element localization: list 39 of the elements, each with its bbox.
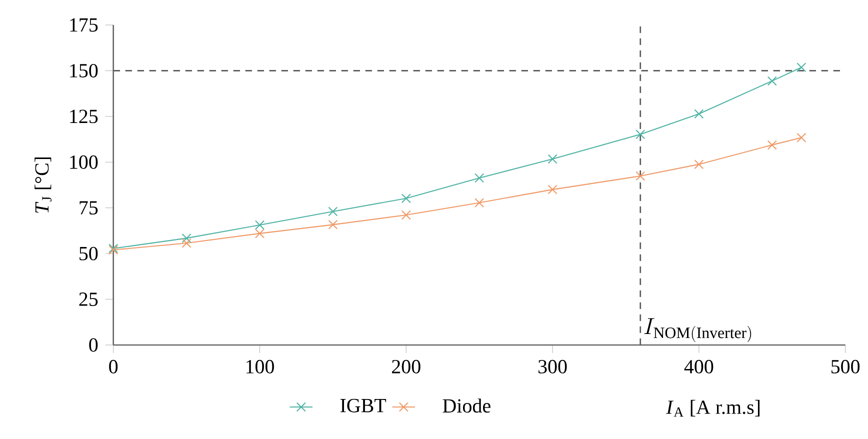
point [796, 62, 806, 72]
point [182, 238, 192, 248]
point [767, 76, 777, 86]
point [328, 220, 338, 230]
legend-label: IGBT [340, 398, 386, 412]
y-tick-label: 25 [79, 292, 98, 306]
point [254, 228, 265, 238]
x-tick-label: 100 [246, 360, 274, 374]
point [401, 194, 411, 204]
point [694, 160, 704, 170]
x-tick-label: 500 [831, 360, 860, 374]
y-tick-label: 125 [70, 110, 98, 124]
y-axis-title: T$_{J}$ [°C] [34, 157, 52, 213]
y-tick-label: 150 [70, 64, 98, 78]
x-axis-title: I$_{A}$ [A r.m.s] [666, 400, 760, 417]
point [474, 173, 484, 183]
x-tick-label: 200 [392, 360, 420, 374]
point [767, 140, 777, 150]
point [796, 132, 806, 142]
x-tick-label: 0 [109, 360, 118, 374]
point [401, 210, 411, 220]
point [548, 184, 558, 194]
point [636, 130, 646, 140]
point [182, 233, 192, 243]
point [474, 198, 484, 208]
y-tick-label: 0 [89, 338, 98, 352]
point [694, 109, 704, 119]
point [328, 206, 338, 216]
y-tick-label: 175 [70, 18, 98, 32]
y-tick-label: 75 [80, 201, 98, 214]
x-tick-label: 400 [684, 360, 714, 374]
point [254, 220, 265, 230]
y-tick-label: 100 [70, 155, 98, 169]
ref-line-label: $I_{\mathrm{NOM(Inverter)}}$ [644, 318, 752, 342]
y-tick-label: 50 [80, 246, 98, 260]
point [636, 171, 646, 181]
legend-label: Diode [442, 398, 490, 413]
x-tick-label: 300 [538, 360, 567, 374]
point [548, 154, 558, 164]
